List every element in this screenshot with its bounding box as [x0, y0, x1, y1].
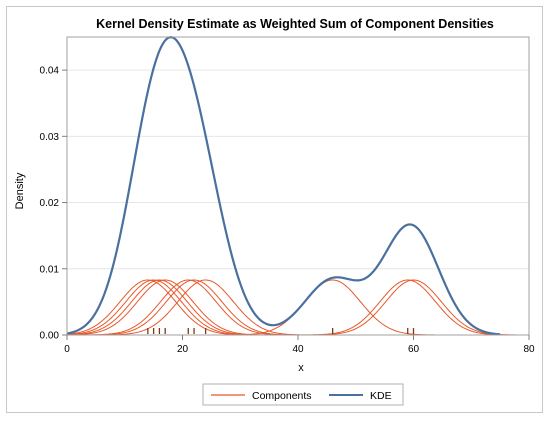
- x-tick-label: 80: [523, 344, 535, 355]
- component-curve: [296, 279, 518, 336]
- y-tick-label: 0.02: [40, 198, 60, 209]
- legend-label-kde: KDE: [370, 390, 392, 402]
- component-curve: [67, 279, 258, 336]
- chart-frame: Kernel Density Estimate as Weighted Sum …: [6, 6, 543, 413]
- legend-label-components: Components: [252, 390, 312, 402]
- kde-chart: Kernel Density Estimate as Weighted Sum …: [14, 17, 535, 406]
- x-axis-ticks: 0 20 40 60 80: [64, 335, 535, 355]
- x-tick-label: 0: [64, 344, 70, 355]
- y-tick-label: 0.03: [40, 132, 60, 143]
- x-tick-label: 20: [177, 344, 189, 355]
- component-curve: [302, 279, 524, 336]
- x-tick-label: 40: [292, 344, 304, 355]
- component-curve: [221, 279, 443, 336]
- component-curve: [67, 279, 276, 336]
- gridlines: [67, 69, 529, 336]
- x-tick-label: 60: [408, 344, 420, 355]
- component-curve: [67, 279, 270, 336]
- component-curve: [94, 279, 316, 336]
- y-axis-ticks: 0.00 0.01 0.02 0.03 0.04: [40, 66, 67, 342]
- y-tick-label: 0.04: [40, 66, 60, 77]
- x-axis-label: x: [298, 362, 304, 374]
- component-curve: [67, 279, 264, 336]
- component-curves: [67, 279, 524, 336]
- y-tick-label: 0.00: [40, 331, 60, 342]
- kde-curve: [66, 36, 501, 336]
- y-axis-label: Density: [14, 172, 26, 209]
- chart-title: Kernel Density Estimate as Weighted Sum …: [96, 17, 494, 31]
- y-tick-label: 0.01: [40, 264, 60, 275]
- legend: Components KDE: [202, 383, 404, 406]
- legend-box: [202, 383, 404, 406]
- kde-line: [66, 36, 501, 336]
- component-curve: [83, 279, 305, 336]
- rug-marks: [147, 328, 415, 334]
